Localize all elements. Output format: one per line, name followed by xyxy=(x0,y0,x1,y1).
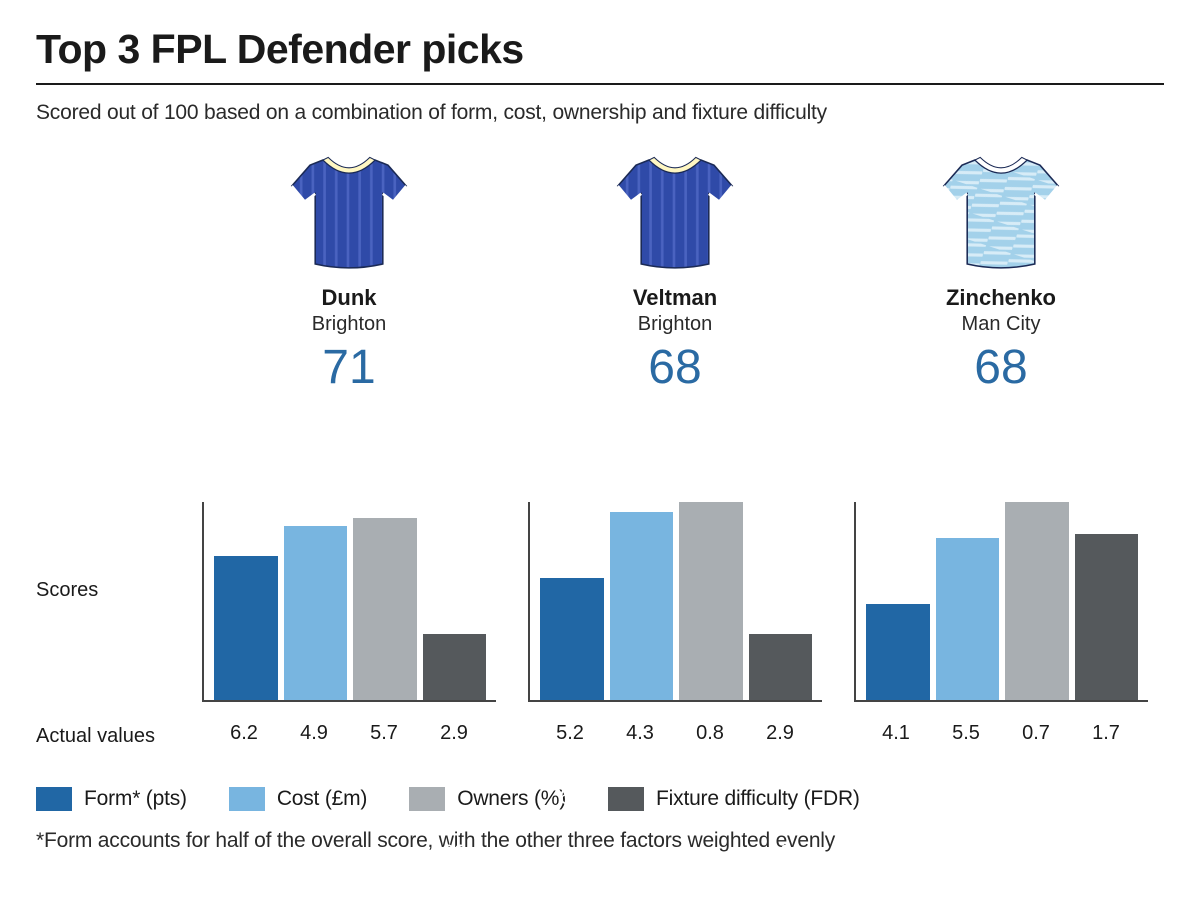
player-card: Veltman Brighton 68 61 94 99 33 5.2 4.3 0.… xyxy=(512,147,838,767)
actual-value: 1.7 xyxy=(1074,722,1138,745)
infographic-root: Top 3 FPL Defender picks Scored out of 1… xyxy=(0,0,1200,873)
actual-value: 0.7 xyxy=(1004,722,1068,745)
title-underline xyxy=(36,83,1164,85)
player-team: Brighton xyxy=(186,313,512,336)
page-title: Top 3 FPL Defender picks xyxy=(36,26,1164,73)
actual-value: 6.2 xyxy=(212,722,276,745)
legend-item: Fixture difficulty (FDR) xyxy=(608,787,860,811)
player-card: Zinchenko Man City 68 48 81 99 83 4.1 5.5… xyxy=(838,147,1164,767)
legend-item: Form* (pts) xyxy=(36,787,187,811)
legend-swatch xyxy=(229,787,265,811)
legend-swatch xyxy=(608,787,644,811)
score-bar-chart: 61 94 99 33 xyxy=(528,502,822,702)
team-shirt-icon xyxy=(610,147,740,277)
legend-swatch xyxy=(36,787,72,811)
actual-values-row: 5.2 4.3 0.8 2.9 xyxy=(528,722,822,745)
player-overall-score: 71 xyxy=(186,340,512,395)
legend-swatch xyxy=(409,787,445,811)
player-meta: Dunk Brighton 71 xyxy=(186,285,512,395)
player-overall-score: 68 xyxy=(512,340,838,395)
scores-axis-label: Scores xyxy=(36,579,98,602)
subtitle: Scored out of 100 based on a combination… xyxy=(36,101,1164,125)
actual-value: 2.9 xyxy=(422,722,486,745)
player-team: Man City xyxy=(838,313,1164,336)
actual-value: 4.9 xyxy=(282,722,346,745)
team-shirt-icon xyxy=(936,147,1066,277)
bar-value-label: 72 xyxy=(214,762,278,788)
bar-value-label: 48 xyxy=(866,810,930,836)
main-grid: Scores Actual values Dunk Brighton 71 72 xyxy=(36,147,1164,767)
bars-group: 48 81 99 83 xyxy=(854,502,1148,702)
bar-value-label: 81 xyxy=(936,744,1000,770)
actual-value: 0.8 xyxy=(678,722,742,745)
actual-values-row: 6.2 4.9 5.7 2.9 xyxy=(202,722,496,745)
actual-values-row: 4.1 5.5 0.7 1.7 xyxy=(854,722,1148,745)
footnote: *Form accounts for half of the overall s… xyxy=(36,829,1164,853)
actual-value: 2.9 xyxy=(748,722,812,745)
legend-label: Form* (pts) xyxy=(84,787,187,811)
actual-value: 5.5 xyxy=(934,722,998,745)
bars-group: 61 94 99 33 xyxy=(528,502,822,702)
player-overall-score: 68 xyxy=(838,340,1164,395)
bar-value-label: 61 xyxy=(540,784,604,810)
actual-value: 5.2 xyxy=(538,722,602,745)
player-meta: Zinchenko Man City 68 xyxy=(838,285,1164,395)
legend-label: Fixture difficulty (FDR) xyxy=(656,787,860,811)
side-labels: Scores Actual values xyxy=(36,147,186,767)
players-row: Dunk Brighton 71 72 87 91 33 6.2 4.9 5.7 2.… xyxy=(186,147,1164,767)
player-team: Brighton xyxy=(512,313,838,336)
legend-item: Cost (£m) xyxy=(229,787,367,811)
actual-value: 5.7 xyxy=(352,722,416,745)
actual-value: 4.3 xyxy=(608,722,672,745)
bar-value-label: 33 xyxy=(749,840,813,866)
actual-values-label: Actual values xyxy=(36,725,155,748)
bar-value-label: 33 xyxy=(423,840,487,866)
player-name: Zinchenko xyxy=(838,285,1164,311)
player-card: Dunk Brighton 71 72 87 91 33 6.2 4.9 5.7 2.… xyxy=(186,147,512,767)
player-name: Veltman xyxy=(512,285,838,311)
player-name: Dunk xyxy=(186,285,512,311)
bars-group: 72 87 91 33 xyxy=(202,502,496,702)
legend-label: Cost (£m) xyxy=(277,787,367,811)
score-bar-chart: 72 87 91 33 xyxy=(202,502,496,702)
score-bar-chart: 48 81 99 83 xyxy=(854,502,1148,702)
player-meta: Veltman Brighton 68 xyxy=(512,285,838,395)
actual-value: 4.1 xyxy=(864,722,928,745)
team-shirt-icon xyxy=(284,147,414,277)
